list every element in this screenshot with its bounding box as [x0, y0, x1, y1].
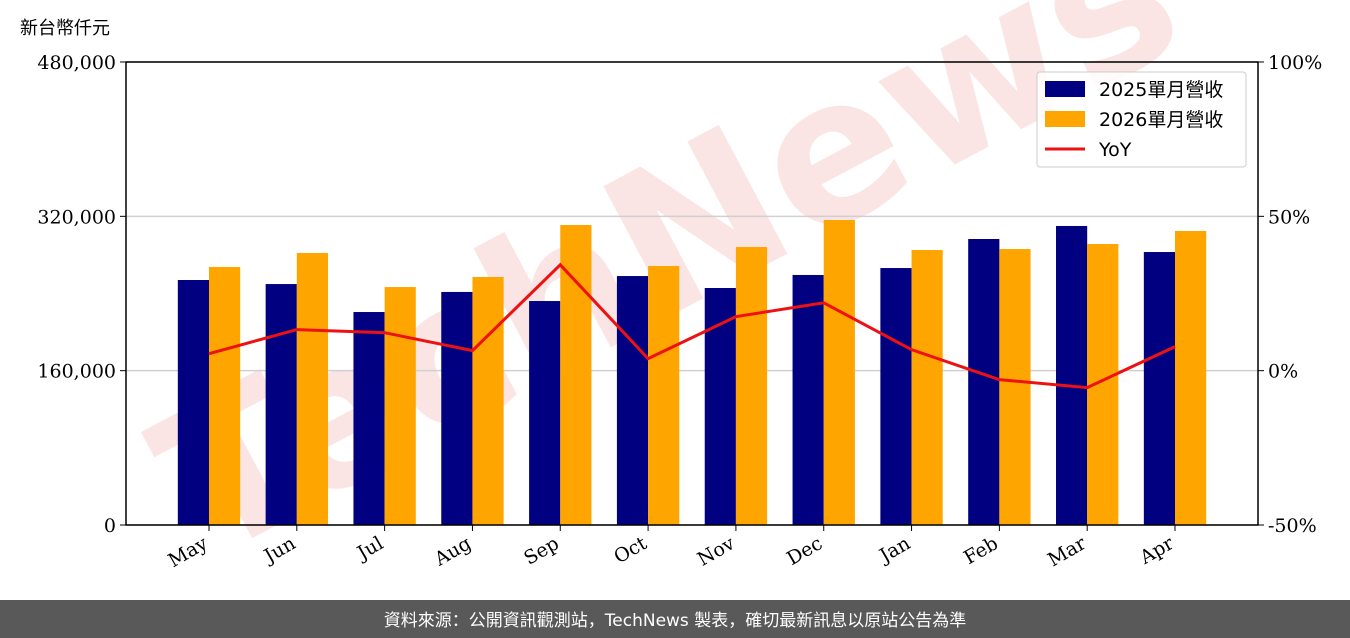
x-tick-label: Mar [1044, 532, 1090, 571]
bar [177, 279, 209, 525]
bar [616, 276, 649, 525]
x-tick-label: Jul [352, 532, 387, 565]
x-tick-label: Apr [1135, 532, 1178, 569]
x-tick-label: Feb [960, 532, 1002, 569]
x-tick-label: Nov [694, 532, 739, 571]
y2-tick-label: 100% [1268, 52, 1322, 74]
y2-tick-label: 50% [1268, 206, 1310, 228]
bar [472, 277, 504, 525]
bar [296, 252, 328, 526]
bar [911, 249, 943, 525]
bar [353, 312, 385, 525]
bar [1056, 225, 1088, 525]
x-tick-label: Oct [610, 532, 651, 568]
bar [560, 225, 592, 525]
x-tick-label: Aug [430, 532, 475, 571]
y2-tick-label: -50% [1268, 515, 1317, 537]
bar [1143, 252, 1176, 525]
legend-swatch [1045, 81, 1085, 97]
y2-tick-label: 0% [1268, 361, 1298, 383]
bar [999, 249, 1031, 525]
bar [823, 219, 855, 525]
x-tick-label: Sep [520, 532, 563, 569]
bar [441, 291, 473, 525]
legend-label: YoY [1098, 139, 1132, 161]
legend-swatch [1045, 111, 1085, 127]
legend-label: 2026單月營收 [1099, 109, 1223, 131]
plot-frame [125, 61, 1259, 526]
y-tick-label: 0 [104, 515, 116, 537]
y-tick-label: 320,000 [37, 206, 116, 228]
footer-bar [0, 600, 1350, 638]
bar [792, 274, 824, 525]
bar [880, 268, 912, 525]
bar [968, 239, 1000, 525]
source-note: 資料來源：公開資訊觀測站，TechNews 製表，確切最新訊息以原站公告為準 [384, 611, 966, 631]
x-tick-label: Jan [874, 532, 914, 568]
y-tick-label: 480,000 [37, 52, 116, 74]
bar [648, 266, 680, 525]
legend-box [1036, 71, 1247, 168]
y-tick-label: 160,000 [37, 361, 116, 383]
x-tick-label: Dec [783, 532, 826, 570]
bar [735, 247, 768, 525]
legend-label: 2025單月營收 [1099, 79, 1223, 101]
yoy-line [208, 262, 1176, 390]
bar [384, 287, 416, 525]
bar [208, 266, 241, 525]
bar [265, 284, 297, 525]
bar [1175, 230, 1207, 525]
bar [529, 301, 561, 525]
y-unit-label: 新台幣仟元 [20, 18, 110, 39]
